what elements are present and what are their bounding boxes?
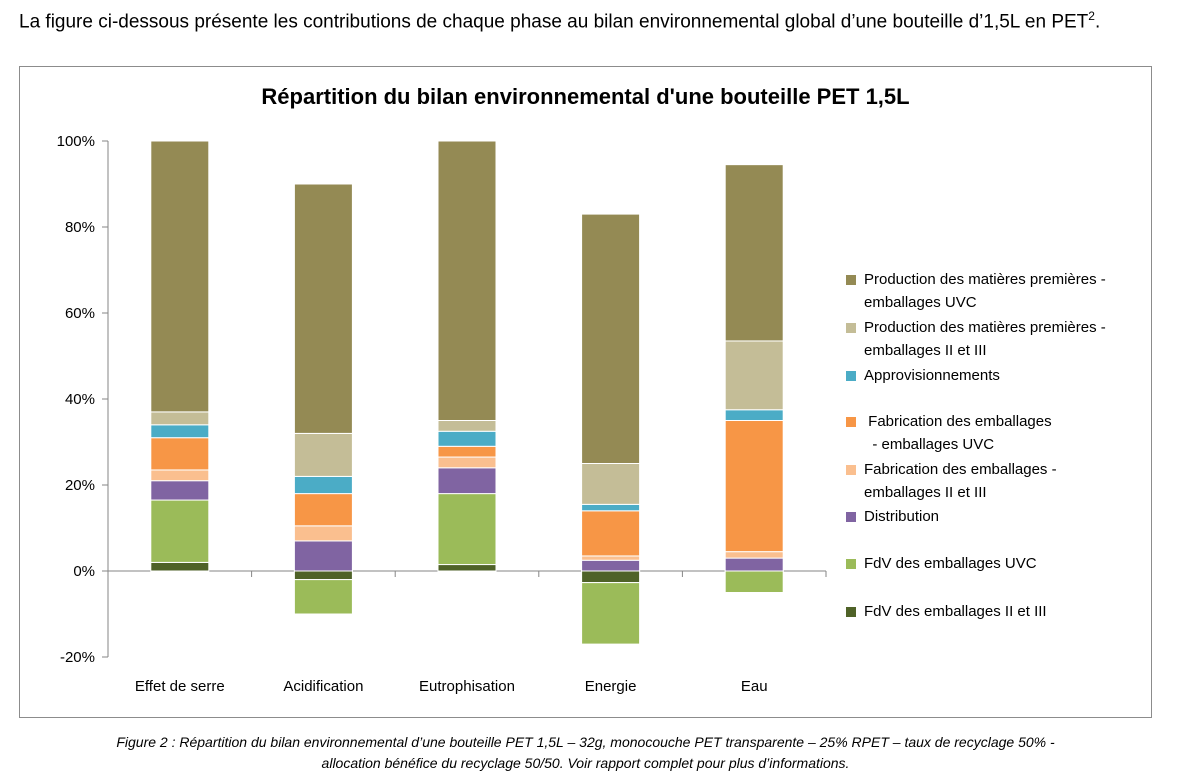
y-tick-label: 40%: [65, 391, 95, 408]
legend-swatch: [846, 512, 856, 522]
y-tick-label: 60%: [65, 305, 95, 322]
y-tick-label: -20%: [60, 649, 95, 666]
legend-label: Fabrication des emballages - emballages …: [868, 413, 1052, 453]
legend-label: FdV des emballages UVC: [864, 555, 1037, 572]
bar-segment: [293, 579, 353, 615]
bar-segment: [437, 445, 497, 458]
caption-line-2: allocation bénéfice du recyclage 50/50. …: [321, 755, 850, 771]
legend-label: Production des matières premières - emba…: [864, 271, 1106, 311]
x-category-label: Eutrophisation: [419, 678, 515, 695]
bar-segment: [724, 340, 784, 411]
bar-segment: [581, 559, 641, 572]
bar-segment: [150, 469, 210, 482]
bar-segment: [724, 420, 784, 553]
bar-segment: [293, 570, 353, 581]
bar-segment: [293, 540, 353, 572]
bar-segment: [150, 437, 210, 471]
bar-segment: [724, 409, 784, 421]
bar-segment: [293, 475, 353, 495]
y-tick-label: 80%: [65, 219, 95, 236]
x-category-label: Acidification: [283, 678, 363, 695]
bar-segment: [581, 463, 641, 505]
legend-swatch: [846, 417, 856, 427]
chart-frame: [19, 66, 1152, 718]
bar-segment: [581, 503, 641, 512]
legend-swatch: [846, 371, 856, 381]
bar-segment: [293, 525, 353, 542]
bar-segment: [150, 424, 210, 439]
intro-paragraph: La figure ci-dessous présente les contri…: [19, 2, 1155, 36]
chart-title: Répartition du bilan environnemental d'u…: [261, 84, 910, 109]
y-tick-label: 0%: [73, 563, 95, 580]
legend-swatch: [846, 607, 856, 617]
legend-label: Fabrication des emballages - emballages …: [864, 461, 1057, 501]
y-tick-label: 100%: [57, 133, 95, 150]
bar-segment: [437, 564, 497, 572]
bar-segment: [293, 493, 353, 527]
bar-segment: [293, 432, 353, 477]
bar-segment: [581, 582, 641, 645]
legend-label: Distribution: [864, 508, 940, 525]
bar-segment: [150, 411, 210, 426]
bar-segment: [724, 570, 784, 593]
bar-segment: [150, 561, 210, 572]
legend-label: FdV des emballages II et III: [864, 603, 1047, 620]
legend-swatch: [846, 465, 856, 475]
bar-segment: [150, 480, 210, 501]
x-category-label: Eau: [741, 678, 768, 695]
x-category-label: Energie: [585, 678, 637, 695]
bar-segment: [581, 510, 641, 557]
bar-segment: [724, 164, 784, 342]
legend-label: Production des matières premières - emba…: [864, 319, 1106, 359]
bar-segment: [437, 467, 497, 495]
x-category-label: Effet de serre: [135, 678, 225, 695]
legend-swatch: [846, 275, 856, 285]
bar-segment: [150, 140, 210, 413]
footnote-marker: 2: [1088, 9, 1095, 23]
bar-segment: [293, 183, 353, 434]
bar-segment: [437, 420, 497, 432]
bar-segment: [724, 557, 784, 572]
figure-caption: Figure 2 : Répartition du bilan environn…: [19, 732, 1152, 774]
legend-swatch: [846, 323, 856, 333]
bar-segment: [437, 430, 497, 447]
intro-end: .: [1094, 11, 1101, 33]
bar-segment: [150, 499, 210, 563]
bar-segment: [581, 555, 641, 561]
caption-line-1: Figure 2 : Répartition du bilan environn…: [116, 734, 1055, 750]
bar-segment: [437, 140, 497, 421]
bar-segment: [437, 493, 497, 566]
bar-segment: [581, 213, 641, 464]
bar-segment: [437, 456, 497, 469]
legend-swatch: [846, 559, 856, 569]
legend-label: Approvisionnements: [864, 367, 1000, 384]
intro-text: La figure ci-dessous présente les contri…: [19, 11, 1089, 33]
bar-segment: [724, 551, 784, 559]
y-tick-label: 20%: [65, 477, 95, 494]
bar-segment: [581, 570, 641, 584]
